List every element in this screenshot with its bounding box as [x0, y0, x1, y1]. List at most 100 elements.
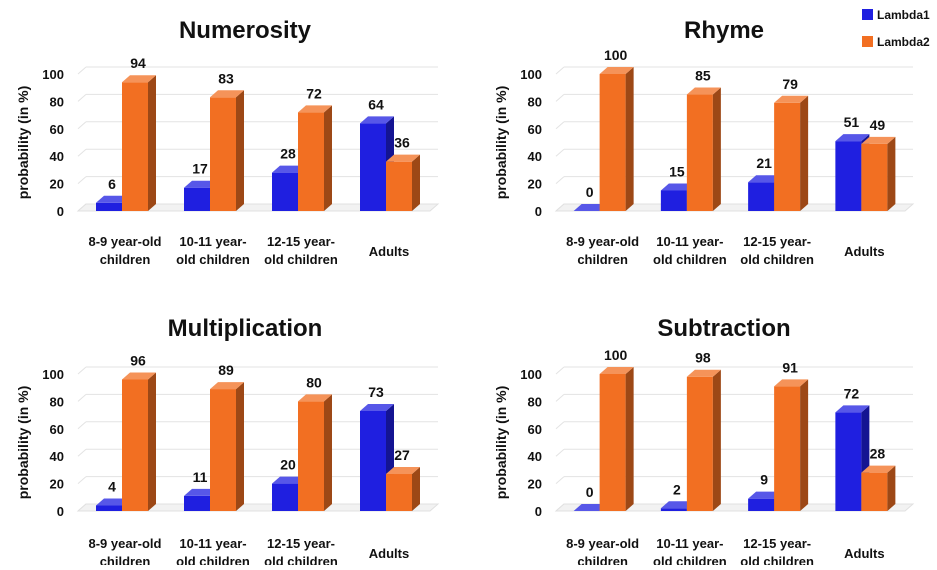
bar-side — [625, 67, 634, 211]
bar-side — [887, 465, 896, 511]
bar-side — [148, 75, 156, 211]
data-label: 36 — [394, 135, 410, 151]
bar-side — [712, 87, 721, 211]
data-label: 27 — [394, 447, 410, 463]
bar-lambda2 — [210, 90, 244, 211]
bar-front — [272, 172, 298, 211]
data-label: 94 — [130, 55, 146, 71]
bar-front — [122, 379, 148, 511]
gridline-side — [77, 148, 87, 157]
x-category-line: children — [577, 554, 628, 565]
y-tick-label: 0 — [57, 204, 64, 219]
bar-lambda2 — [861, 136, 896, 211]
bar-top — [122, 372, 156, 380]
bar-front — [386, 161, 412, 211]
gridline-side — [77, 476, 87, 484]
x-category-line: 10-11 year- — [656, 234, 723, 249]
bar-top — [686, 87, 721, 95]
data-label: 80 — [306, 374, 322, 390]
data-label: 79 — [782, 76, 798, 92]
x-category-line: children — [100, 554, 151, 565]
gridline-side — [555, 148, 565, 157]
y-axis-label: probability (in %) — [15, 86, 31, 200]
gridline-side — [555, 448, 565, 457]
x-category-line: 12-15 year- — [267, 234, 335, 249]
bar-front — [360, 123, 386, 211]
data-label: 98 — [695, 350, 711, 366]
y-tick-label: 60 — [50, 122, 64, 137]
bar-front — [298, 401, 324, 511]
y-tick-label: 60 — [528, 122, 542, 137]
bar-top — [360, 403, 394, 411]
bar-top — [774, 95, 809, 103]
gridline-side — [77, 94, 87, 102]
data-label: 96 — [130, 352, 146, 368]
gridline-side — [77, 366, 87, 375]
bar-lambda2 — [210, 382, 244, 511]
y-tick-label: 40 — [50, 449, 64, 464]
bar-front — [599, 374, 626, 511]
bar-lambda2 — [861, 465, 896, 511]
y-tick-label: 100 — [520, 367, 542, 382]
x-category-line: 10-11 year- — [179, 536, 246, 551]
bar-side — [236, 382, 244, 511]
x-category-label: Adults — [369, 546, 409, 561]
legend-swatch — [862, 9, 873, 20]
x-category-line: old children — [653, 554, 727, 565]
data-label: 0 — [586, 484, 594, 500]
x-category-line: old children — [740, 252, 814, 267]
y-tick-label: 100 — [42, 367, 64, 382]
chart-title: Rhyme — [684, 17, 764, 44]
bar-front — [774, 102, 801, 211]
x-category-label: 10-11 year-old children — [176, 234, 250, 267]
data-label: 85 — [695, 68, 711, 84]
data-label: 11 — [193, 469, 208, 485]
x-category-line: Adults — [369, 546, 409, 561]
x-category-label: 8-9 year-old children — [89, 234, 162, 267]
x-category-label: 8-9 year-old children — [89, 536, 162, 565]
bar-front — [748, 182, 775, 211]
y-tick-label: 20 — [528, 177, 542, 192]
data-label: 100 — [604, 347, 628, 363]
x-category-label: 12-15 year-old children — [740, 234, 814, 267]
bar-front — [748, 498, 775, 511]
bar-lambda1 — [573, 504, 608, 511]
bar-side — [324, 394, 332, 511]
gridline-side — [77, 121, 87, 130]
bar-top — [386, 154, 420, 162]
data-label: 89 — [218, 362, 234, 378]
bar-front — [210, 97, 236, 211]
y-tick-label: 60 — [528, 422, 542, 437]
bar-lambda1 — [573, 204, 608, 211]
x-category-line: old children — [653, 252, 727, 267]
bar-side — [887, 136, 896, 211]
x-category-line: 10-11 year- — [656, 536, 723, 551]
x-category-line: 8-9 year-old — [89, 234, 162, 249]
bar-lambda2 — [599, 367, 634, 511]
x-category-label: 12-15 year-old children — [264, 536, 338, 565]
x-category-line: 12-15 year- — [267, 536, 335, 551]
gridline-side — [555, 94, 565, 102]
x-category-label: 8-9 year-old children — [566, 234, 639, 267]
bar-lambda2 — [298, 105, 332, 211]
bar-side — [800, 95, 809, 211]
x-category-line: children — [100, 252, 151, 267]
y-tick-label: 100 — [42, 67, 64, 82]
bar-top — [660, 501, 695, 509]
data-label: 73 — [368, 384, 384, 400]
bar-front — [184, 495, 210, 511]
gridline-side — [77, 448, 87, 457]
bar-lambda2 — [122, 75, 156, 211]
gridline-side — [555, 394, 565, 402]
bar-front — [298, 112, 324, 211]
chart-panel-rhyme: Rhyme probability (in %) 0 20 40 60 80 100 0 100 8… — [493, 17, 915, 267]
bar-lambda2 — [686, 369, 721, 511]
bar-lambda2 — [774, 95, 809, 211]
bar-side — [324, 105, 332, 211]
chart-panel-numerosity: Numerosity probability (in %) 0 20 40 60 80 100… — [15, 17, 440, 267]
bar-lambda2 — [298, 394, 332, 511]
bar-top — [660, 183, 695, 191]
legend: Lambda1 Lambda2 — [862, 8, 930, 49]
data-label: 51 — [844, 114, 860, 130]
x-category-line: old children — [176, 252, 250, 267]
